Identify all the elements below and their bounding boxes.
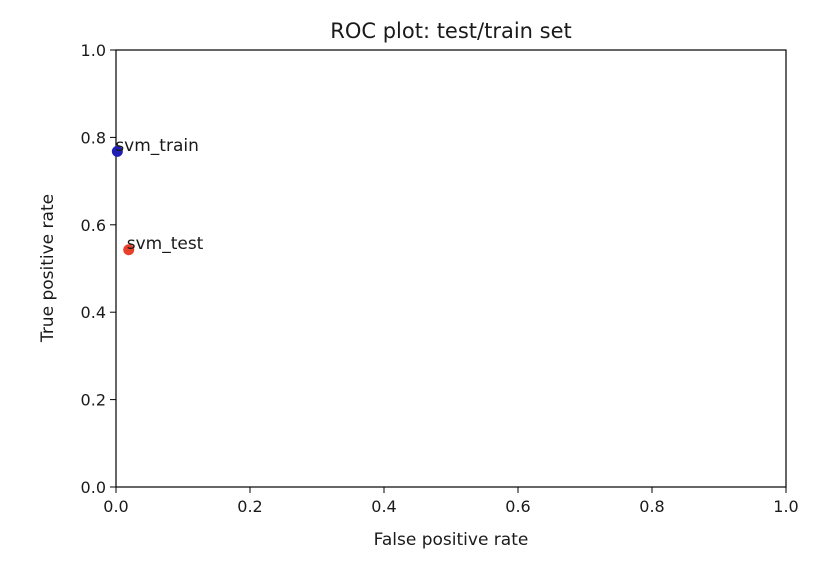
- x-tick-label: 1.0: [773, 497, 798, 516]
- x-tick-label: 0.6: [505, 497, 530, 516]
- x-axis-ticks: 0.0 0.2 0.4 0.6 0.8 1.0: [103, 487, 799, 516]
- point-svm_test: [123, 244, 135, 256]
- chart-title: ROC plot: test/train set: [330, 19, 572, 43]
- x-tick-label: 0.8: [639, 497, 664, 516]
- data-points: svm_train svm_test: [111, 136, 204, 256]
- y-tick-label: 0.2: [81, 391, 106, 410]
- x-tick-label: 0.4: [371, 497, 396, 516]
- plot-area: [115, 49, 787, 488]
- x-axis-label: False positive rate: [374, 530, 529, 550]
- point-label-svm_train: svm_train: [115, 136, 199, 156]
- y-tick-label: 0.0: [81, 478, 106, 497]
- point-svm_train: [111, 145, 123, 157]
- y-axis-ticks: 0.0 0.2 0.4 0.6 0.8 1.0: [81, 41, 116, 497]
- y-axis-label: True positive rate: [38, 194, 58, 343]
- x-tick-label: 0.0: [103, 497, 128, 516]
- y-tick-label: 0.4: [81, 303, 106, 322]
- y-tick-label: 0.8: [81, 128, 106, 147]
- point-label-svm_test: svm_test: [127, 234, 204, 254]
- y-tick-label: 0.6: [81, 216, 106, 235]
- y-tick-label: 1.0: [81, 41, 106, 60]
- x-tick-label: 0.2: [237, 497, 262, 516]
